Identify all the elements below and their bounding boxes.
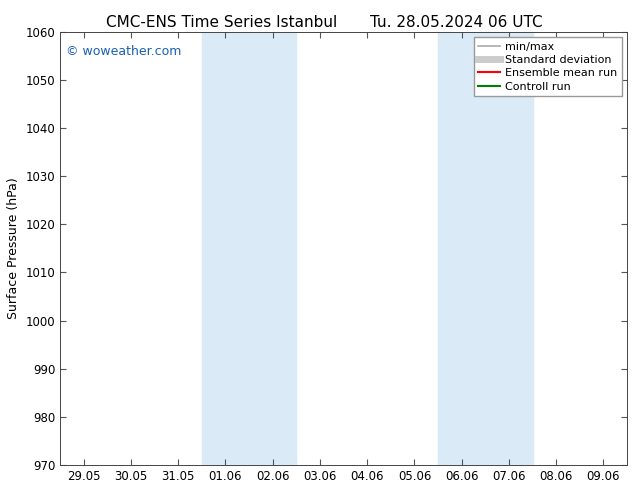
Bar bbox=[438, 31, 485, 465]
Bar bbox=[202, 31, 249, 465]
Legend: min/max, Standard deviation, Ensemble mean run, Controll run: min/max, Standard deviation, Ensemble me… bbox=[474, 37, 621, 96]
Text: CMC-ENS Time Series Istanbul: CMC-ENS Time Series Istanbul bbox=[107, 15, 337, 30]
Bar bbox=[485, 31, 533, 465]
Y-axis label: Surface Pressure (hPa): Surface Pressure (hPa) bbox=[7, 177, 20, 319]
Text: © woweather.com: © woweather.com bbox=[66, 45, 181, 57]
Bar bbox=[249, 31, 296, 465]
Text: Tu. 28.05.2024 06 UTC: Tu. 28.05.2024 06 UTC bbox=[370, 15, 543, 30]
